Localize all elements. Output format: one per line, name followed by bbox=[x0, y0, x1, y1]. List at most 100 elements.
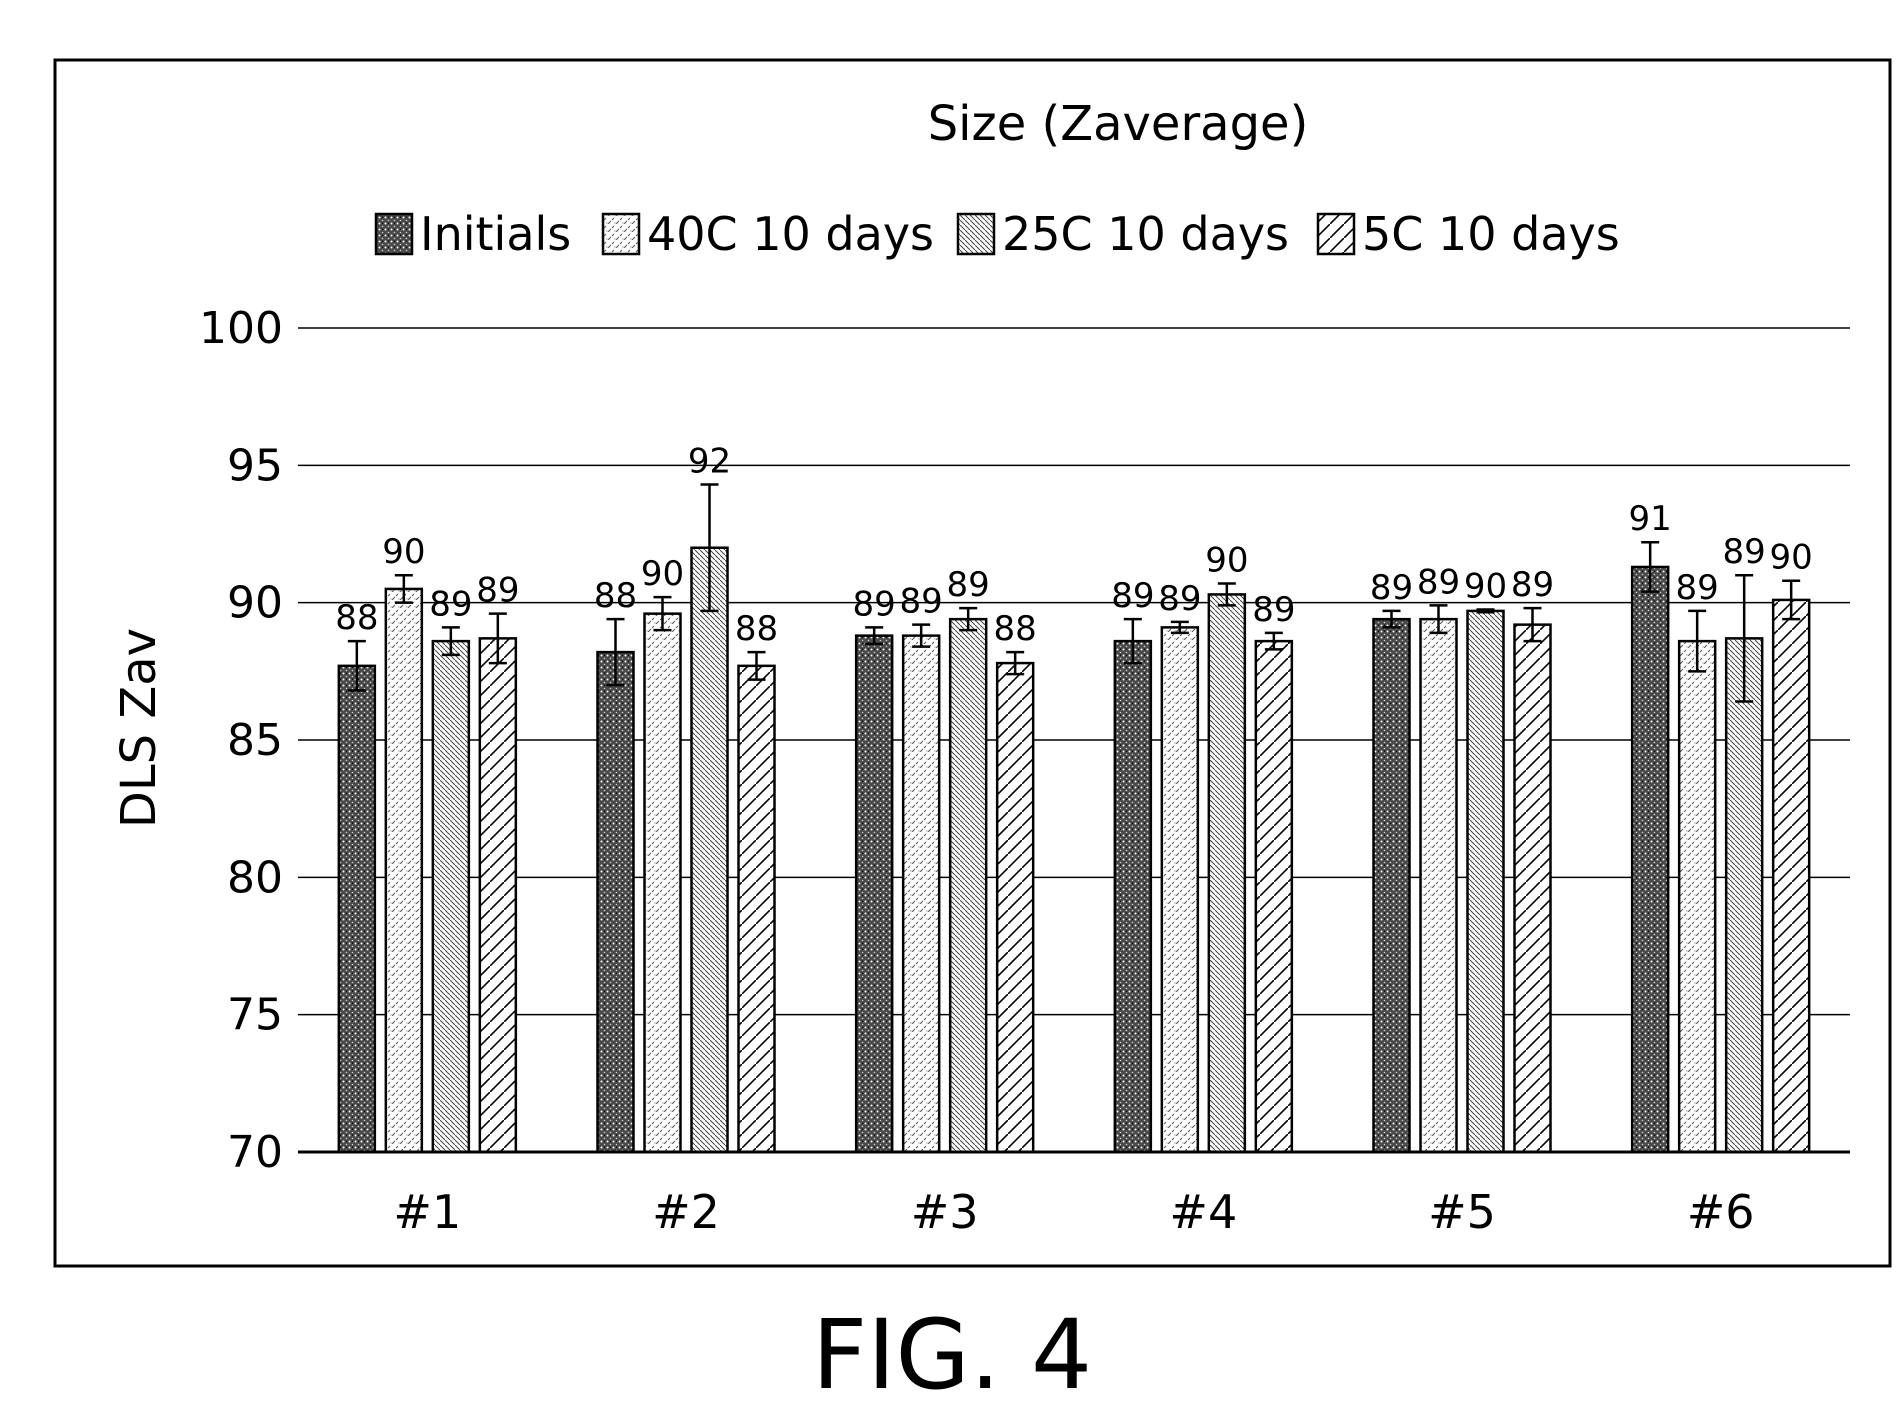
y-tick-label: 80 bbox=[227, 852, 283, 903]
legend-swatch bbox=[1316, 212, 1356, 256]
error-bar bbox=[1641, 540, 1660, 593]
error-bar bbox=[959, 606, 978, 632]
x-tick-label: #1 bbox=[393, 1185, 461, 1239]
error-bars bbox=[347, 483, 1801, 703]
y-tick-label: 85 bbox=[227, 715, 283, 766]
error-bar bbox=[747, 650, 766, 681]
bar bbox=[737, 664, 776, 1154]
bar bbox=[1630, 565, 1670, 1154]
data-label: 89 bbox=[1676, 568, 1719, 608]
bar bbox=[337, 664, 377, 1154]
y-axis-label: DLS Zav bbox=[111, 628, 167, 828]
error-bar bbox=[1382, 609, 1401, 629]
data-label: 89 bbox=[1511, 565, 1554, 605]
bar bbox=[1513, 623, 1552, 1154]
data-label: 92 bbox=[688, 442, 731, 482]
legend-swatch bbox=[601, 212, 641, 256]
data-label: 89 bbox=[1252, 590, 1295, 630]
y-tick-label: 90 bbox=[227, 578, 283, 629]
error-bar bbox=[1523, 606, 1542, 643]
bar bbox=[854, 634, 894, 1154]
data-label: 89 bbox=[1417, 562, 1460, 602]
x-tick-label: #6 bbox=[1687, 1185, 1755, 1239]
legend-label: 40C 10 days bbox=[647, 207, 934, 261]
error-bar bbox=[865, 626, 884, 646]
bar bbox=[431, 639, 471, 1154]
chart-frame bbox=[53, 58, 1892, 1268]
legend-item: Initials bbox=[374, 207, 571, 261]
bar bbox=[995, 661, 1035, 1154]
bar bbox=[948, 617, 988, 1154]
bar bbox=[478, 637, 518, 1154]
bar bbox=[1207, 593, 1247, 1154]
x-tick-label: #4 bbox=[1169, 1185, 1237, 1239]
data-label: 88 bbox=[594, 576, 637, 616]
error-bar bbox=[1264, 631, 1283, 651]
error-bar bbox=[488, 612, 507, 665]
y-tick-label: 70 bbox=[227, 1127, 283, 1178]
gridlines bbox=[298, 327, 1850, 1016]
legend-swatch bbox=[374, 212, 414, 256]
error-bar bbox=[394, 573, 413, 604]
y-tick-label: 100 bbox=[199, 303, 283, 354]
bar bbox=[690, 546, 729, 1154]
bar bbox=[1724, 637, 1764, 1154]
bar bbox=[1771, 598, 1811, 1154]
data-label: 91 bbox=[1629, 499, 1672, 539]
bars bbox=[337, 546, 1811, 1154]
data-label: 89 bbox=[476, 571, 519, 611]
data-label: 89 bbox=[429, 584, 472, 624]
y-tick-label: 75 bbox=[227, 990, 283, 1041]
data-label: 90 bbox=[1205, 540, 1248, 580]
legend-item: 25C 10 days bbox=[956, 207, 1289, 261]
bar bbox=[901, 634, 941, 1154]
error-bar bbox=[1782, 579, 1801, 621]
y-tick-label: 95 bbox=[227, 440, 283, 491]
error-bar bbox=[912, 623, 931, 648]
bar bbox=[643, 612, 682, 1154]
legend-item: 5C 10 days bbox=[1316, 207, 1620, 261]
error-bar bbox=[1688, 609, 1707, 673]
error-bar bbox=[1735, 573, 1754, 703]
x-axis-tick-labels: #1 #2 #3 #4 #5 #6 bbox=[393, 1185, 1754, 1239]
bar bbox=[384, 587, 424, 1154]
legend-label: Initials bbox=[420, 207, 571, 261]
data-label: 88 bbox=[335, 598, 378, 638]
y-axis-tick-labels: 70 75 80 85 90 95 100 bbox=[199, 303, 283, 1178]
bar bbox=[1113, 639, 1153, 1154]
error-bar bbox=[1476, 608, 1495, 614]
legend-swatch bbox=[956, 212, 996, 256]
bar bbox=[1254, 639, 1294, 1154]
data-label: 89 bbox=[1111, 576, 1154, 616]
error-bar bbox=[1123, 617, 1142, 665]
data-label: 90 bbox=[1464, 567, 1507, 607]
data-label: 89 bbox=[1158, 579, 1201, 619]
data-label: 88 bbox=[994, 609, 1037, 649]
x-tick-label: #5 bbox=[1428, 1185, 1496, 1239]
error-bar bbox=[347, 639, 366, 692]
error-bar bbox=[700, 483, 719, 613]
data-label: 90 bbox=[1770, 538, 1813, 578]
bar bbox=[596, 650, 635, 1154]
legend: Initials 40C 10 days 25C 10 days 5C 10 days bbox=[374, 207, 1620, 261]
bar bbox=[1677, 639, 1717, 1154]
error-bar bbox=[653, 595, 672, 632]
data-label: 89 bbox=[947, 565, 990, 605]
error-bar bbox=[1429, 604, 1448, 635]
bar bbox=[1419, 617, 1458, 1154]
legend-label: 25C 10 days bbox=[1002, 207, 1289, 261]
data-label: 89 bbox=[1723, 532, 1766, 572]
data-label: 90 bbox=[382, 532, 425, 572]
legend-label: 5C 10 days bbox=[1362, 207, 1620, 261]
bar bbox=[1466, 609, 1505, 1154]
bar bbox=[1372, 617, 1411, 1154]
error-bar bbox=[1170, 620, 1189, 635]
data-label: 89 bbox=[1370, 568, 1413, 608]
bar bbox=[1160, 626, 1200, 1154]
data-label: 90 bbox=[641, 554, 684, 594]
figure-caption: FIG. 4 bbox=[811, 1299, 1093, 1411]
data-label: 89 bbox=[900, 582, 943, 622]
error-bar bbox=[606, 617, 625, 687]
